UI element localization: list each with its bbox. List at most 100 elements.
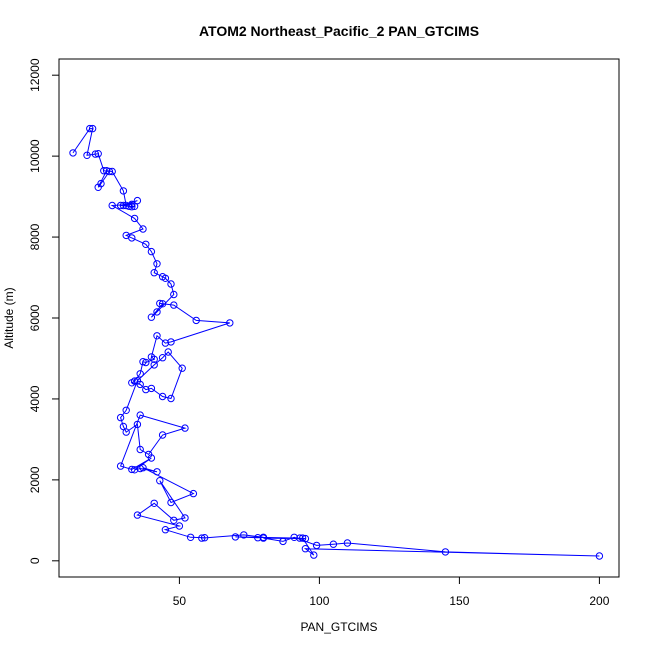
data-point — [240, 531, 248, 539]
data-point — [310, 551, 318, 559]
data-point — [128, 234, 136, 242]
x-tick-label: 150 — [449, 594, 469, 608]
data-point — [136, 445, 144, 454]
data-point — [108, 201, 116, 210]
data-point — [150, 361, 158, 369]
data-point — [147, 313, 156, 321]
plot-frame — [58, 58, 620, 578]
data-point — [150, 499, 158, 507]
data-point — [119, 187, 128, 195]
data-point — [150, 355, 158, 363]
data-point — [161, 339, 170, 347]
data-point — [290, 533, 298, 541]
data-point — [91, 150, 100, 158]
data-point — [116, 462, 125, 470]
data-point — [147, 247, 156, 256]
data-point — [186, 533, 195, 541]
data-point — [170, 290, 178, 299]
data-point — [153, 308, 161, 316]
data-point — [175, 522, 184, 530]
data-point — [133, 377, 142, 385]
data-point — [158, 392, 167, 401]
data-point — [102, 167, 111, 175]
data-point — [128, 203, 136, 211]
data-point — [122, 428, 130, 436]
data-point — [128, 465, 136, 474]
data-point — [88, 124, 97, 133]
data-point — [153, 260, 161, 268]
series-points — [69, 124, 604, 560]
data-point — [181, 424, 189, 432]
y-tick-label: 12000 — [28, 58, 42, 92]
x-tick-label: 50 — [173, 594, 187, 608]
data-point — [170, 516, 178, 524]
data-point — [329, 540, 338, 548]
data-point — [231, 533, 240, 541]
data-point — [133, 420, 142, 429]
data-point — [167, 280, 175, 288]
data-point — [167, 394, 175, 403]
data-point — [83, 151, 91, 160]
x-axis: 50 100 150 200 — [173, 576, 610, 608]
x-axis-label: PAN_GTCIMS — [300, 620, 377, 634]
data-point — [94, 150, 102, 158]
data-point — [100, 167, 108, 175]
data-point — [153, 468, 161, 476]
data-point — [161, 274, 170, 282]
data-point — [296, 534, 304, 542]
data-point — [254, 534, 262, 542]
data-point — [142, 240, 150, 249]
data-point — [181, 514, 189, 522]
y-axis-label: Altitude (m) — [2, 287, 16, 348]
data-point — [139, 225, 147, 233]
data-point — [133, 196, 142, 205]
data-point — [158, 354, 167, 362]
data-point — [301, 534, 310, 543]
data-point — [158, 431, 167, 439]
data-point — [156, 299, 164, 308]
data-point — [94, 183, 102, 192]
data-point — [312, 541, 321, 550]
data-point — [147, 384, 156, 393]
data-point — [301, 545, 310, 553]
data-point — [139, 464, 147, 472]
data-point — [198, 534, 206, 542]
data-point — [343, 539, 352, 547]
y-tick-label: 8000 — [28, 223, 42, 250]
data-point — [226, 319, 234, 327]
y-axis: 0 2000 4000 6000 8000 10000 12000 — [28, 58, 60, 564]
data-point — [298, 534, 307, 542]
data-point — [259, 534, 268, 542]
data-point — [86, 124, 94, 133]
y-tick-label: 0 — [28, 557, 42, 564]
data-point — [200, 534, 209, 542]
data-point — [130, 466, 139, 474]
data-point — [595, 552, 604, 560]
y-tick-label: 6000 — [28, 304, 42, 331]
data-point — [116, 201, 125, 210]
data-point — [108, 167, 116, 176]
data-point — [142, 385, 150, 394]
data-point — [178, 364, 186, 372]
data-point — [150, 269, 158, 277]
data-point — [128, 200, 136, 209]
data-point — [153, 332, 161, 340]
data-point — [122, 406, 130, 414]
data-point — [136, 411, 144, 419]
y-tick-label: 10000 — [28, 139, 42, 173]
data-point — [158, 300, 167, 308]
data-point — [147, 454, 156, 462]
data-point — [167, 498, 175, 507]
chart-title: ATOM2 Northeast_Pacific_2 PAN_GTCIMS — [199, 23, 479, 39]
data-point — [139, 358, 147, 366]
y-tick-label: 4000 — [28, 385, 42, 412]
x-tick-label: 100 — [309, 594, 329, 608]
data-point — [164, 348, 172, 356]
data-point — [133, 511, 142, 519]
x-tick-label: 200 — [589, 594, 609, 608]
data-point — [279, 537, 287, 546]
data-point — [189, 489, 198, 498]
data-point — [69, 149, 77, 157]
data-point — [192, 316, 200, 325]
